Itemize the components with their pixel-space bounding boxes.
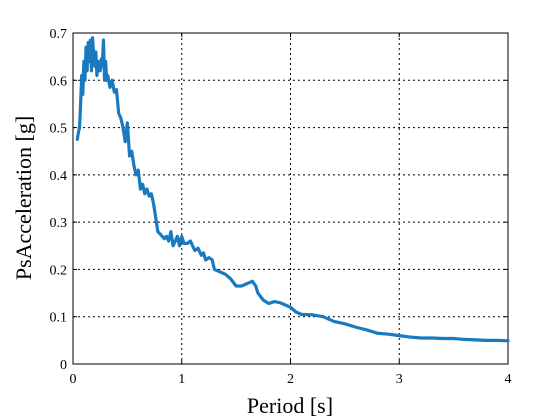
y-tick-label: 0.7: [50, 27, 68, 42]
y-tick-label: 0.1: [50, 311, 68, 326]
y-tick-label: 0.2: [50, 263, 68, 278]
y-tick-label: 0.4: [50, 169, 68, 184]
x-tick-label: 4: [505, 372, 512, 387]
grid: [73, 33, 508, 364]
y-tick-label: 0.5: [50, 122, 68, 137]
x-tick-label: 0: [70, 372, 77, 387]
series-line: [75, 36, 510, 343]
y-tick-label: 0.6: [50, 74, 68, 89]
x-axis-title: Period [s]: [247, 393, 333, 418]
tick-labels: 0 1 2 3 4 0 0.1 0.2 0.3 0.4 0.5 0.6 0.7: [50, 27, 512, 387]
x-tick-label: 2: [287, 372, 294, 387]
y-tick-label: 0: [60, 358, 67, 373]
x-tick-label: 3: [396, 372, 403, 387]
plot-area-frame: [72, 32, 509, 365]
y-tick-label: 0.3: [50, 216, 68, 231]
y-axis-title: PsAcceleration [g]: [11, 116, 36, 280]
x-tick-label: 1: [178, 372, 185, 387]
